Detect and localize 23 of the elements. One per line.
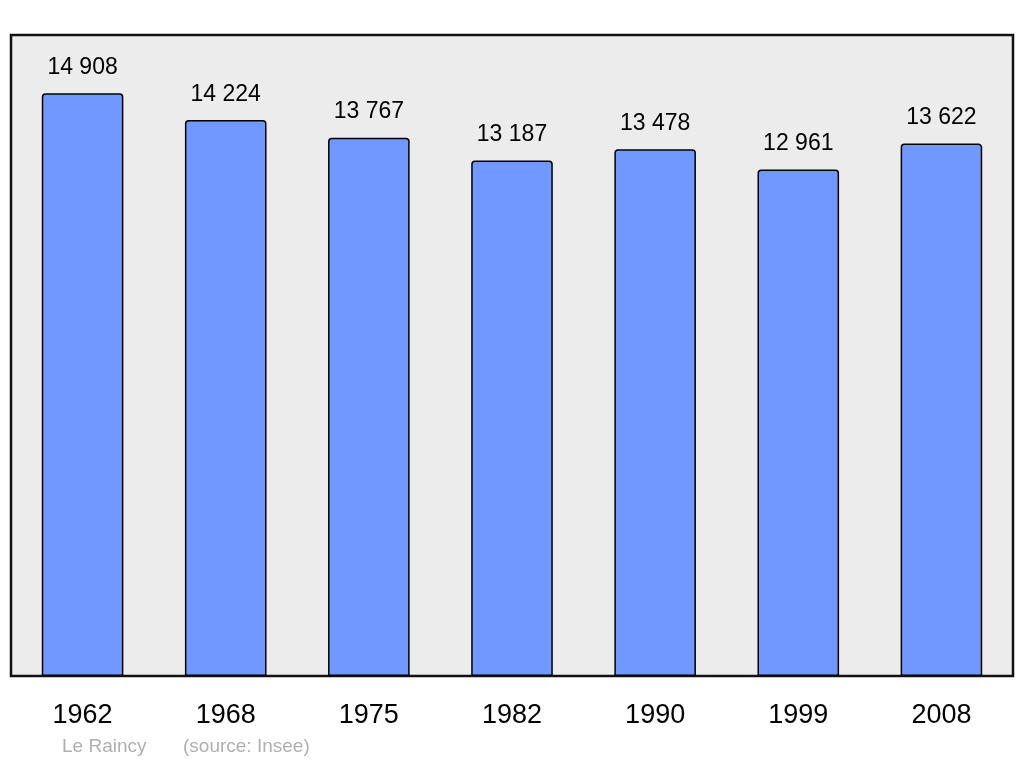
text: Le Raincy <box>62 735 147 756</box>
data-label: 14 908 <box>47 52 118 79</box>
x-tick-label: 1982 <box>481 698 543 729</box>
data-label: 12 961 <box>763 128 834 155</box>
data-label: 13 767 <box>333 97 405 124</box>
bar <box>757 169 840 676</box>
x-tick-label: 1975 <box>338 698 399 729</box>
bar <box>184 120 267 676</box>
x-tick-label: 1962 <box>52 698 113 729</box>
x-tick-label: 1990 <box>625 698 686 729</box>
bar <box>900 143 983 676</box>
x-tick-label: 2008 <box>911 698 972 729</box>
data-label: 14 224 <box>190 79 262 106</box>
bar <box>41 93 124 676</box>
x-tick-label: 1968 <box>195 698 256 729</box>
data-label: 13 187 <box>476 120 548 147</box>
bar <box>328 137 410 676</box>
x-tick-label: 1999 <box>768 698 829 729</box>
data-label: 13 622 <box>906 103 977 130</box>
data-label: 13 478 <box>619 108 691 135</box>
bar <box>471 160 553 676</box>
bar <box>614 149 696 676</box>
text: (source: Insee) <box>183 735 310 756</box>
